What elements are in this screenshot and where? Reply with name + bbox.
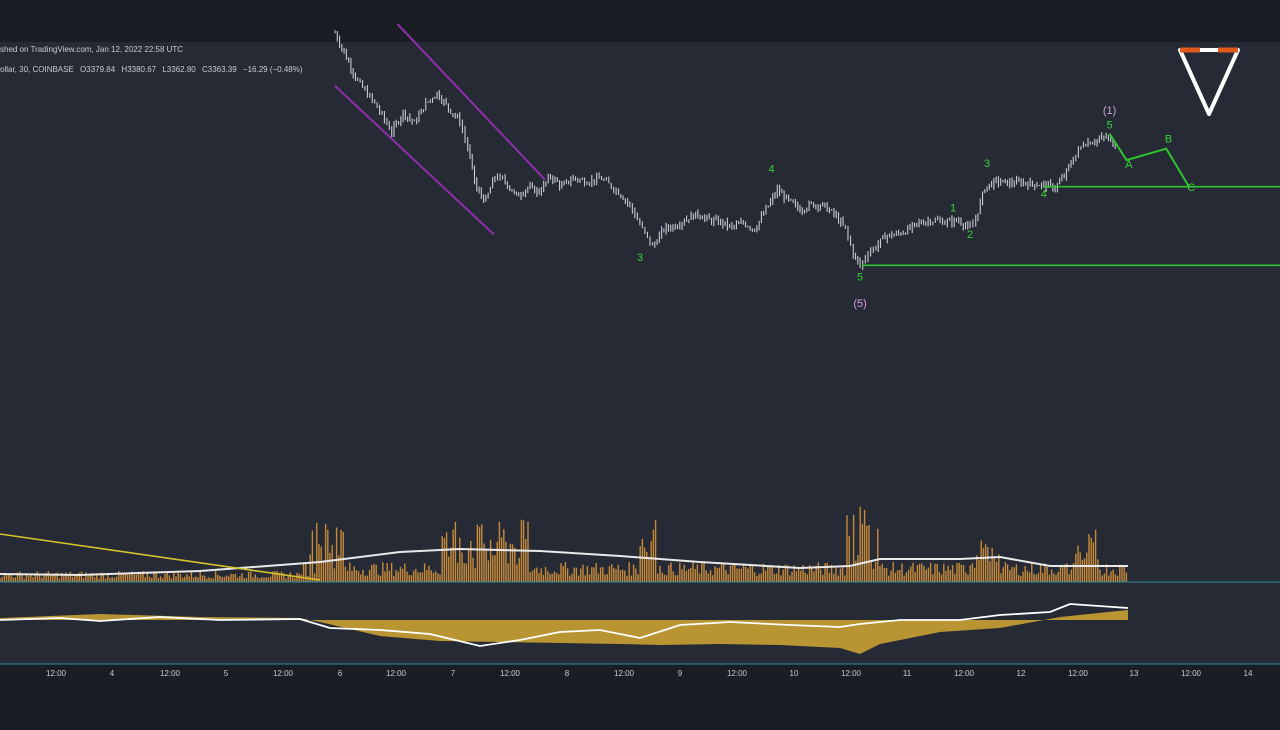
bottom-bar <box>0 685 1280 730</box>
wave-label: 3 <box>984 158 990 170</box>
x-tick-label: 7 <box>451 669 456 678</box>
x-tick-label: 8 <box>565 669 570 678</box>
ohlc-legend: ollar, 30, COINBASE O3379.84 H3380.67 L3… <box>0 65 307 74</box>
x-tick-label: 5 <box>224 669 229 678</box>
wave-label: 4 <box>1041 188 1047 200</box>
x-tick-label: 12:00 <box>954 669 975 678</box>
abc-projection <box>1108 133 1190 188</box>
support-levels <box>862 185 1280 267</box>
volume-panel <box>0 506 1280 583</box>
wave-labels: 3 4 5 (5) 1 2 3 4 5 (1) A B C <box>637 105 1195 310</box>
wave-label: A <box>1125 159 1133 171</box>
x-tick-label: 4 <box>110 669 115 678</box>
x-tick-label: 13 <box>1130 669 1139 678</box>
x-tick-label: 12:00 <box>273 669 294 678</box>
x-tick-label: 9 <box>678 669 683 678</box>
volume-ma-line <box>0 547 1128 577</box>
logo <box>1178 47 1240 116</box>
volume-trendline <box>0 533 321 581</box>
abc-projection-line <box>1108 133 1190 188</box>
x-tick-label: 12:00 <box>614 669 635 678</box>
x-tick-label: 12:00 <box>841 669 862 678</box>
symbol-label: ollar, 30, COINBASE <box>0 65 74 74</box>
x-tick-label: 6 <box>338 669 343 678</box>
x-tick-label: 12:00 <box>500 669 521 678</box>
wave-label: 5 <box>857 271 863 283</box>
channel-lower-line <box>334 85 495 236</box>
time-axis: 12:00 4 12:00 5 12:00 6 12:00 7 12:00 8 12:00 9 12:0… <box>46 669 1253 678</box>
published-note: shed on TradingView.com, Jan 12, 2022 22… <box>0 45 184 54</box>
x-tick-label: 12:00 <box>1068 669 1089 678</box>
price-channel <box>334 23 546 236</box>
change-value: −16.29 (−0.48%) <box>242 65 303 74</box>
down-triangle-logo-icon <box>1178 48 1240 116</box>
high-value: H3380.67 <box>121 65 157 74</box>
wave-label: (1) <box>1103 105 1116 117</box>
wave-label: 1 <box>950 202 956 214</box>
indicator-line <box>0 603 1129 647</box>
x-tick-label: 12:00 <box>46 669 67 678</box>
wave-label: (5) <box>853 298 866 310</box>
wave-label: 3 <box>637 252 643 264</box>
price-bars <box>334 30 1116 270</box>
open-value: O3379.84 <box>80 65 116 74</box>
wave-label: C <box>1187 182 1195 194</box>
indicator-panel <box>0 603 1280 665</box>
wave-label: 4 <box>769 164 775 176</box>
top-bar <box>0 0 1280 42</box>
channel-upper-line <box>396 23 546 181</box>
close-value: C3363.39 <box>201 65 237 74</box>
wave-label: 2 <box>967 229 973 241</box>
x-tick-label: 12:00 <box>1181 669 1202 678</box>
x-tick-label: 12:00 <box>727 669 748 678</box>
x-tick-label: 12:00 <box>386 669 407 678</box>
wave-label: B <box>1165 133 1172 145</box>
x-tick-label: 12:00 <box>160 669 181 678</box>
wave-label: 5 <box>1106 119 1112 131</box>
x-tick-label: 12 <box>1017 669 1026 678</box>
low-value: L3362.80 <box>162 65 196 74</box>
x-tick-label: 14 <box>1244 669 1253 678</box>
x-tick-label: 11 <box>903 669 912 678</box>
x-tick-label: 10 <box>790 669 799 678</box>
